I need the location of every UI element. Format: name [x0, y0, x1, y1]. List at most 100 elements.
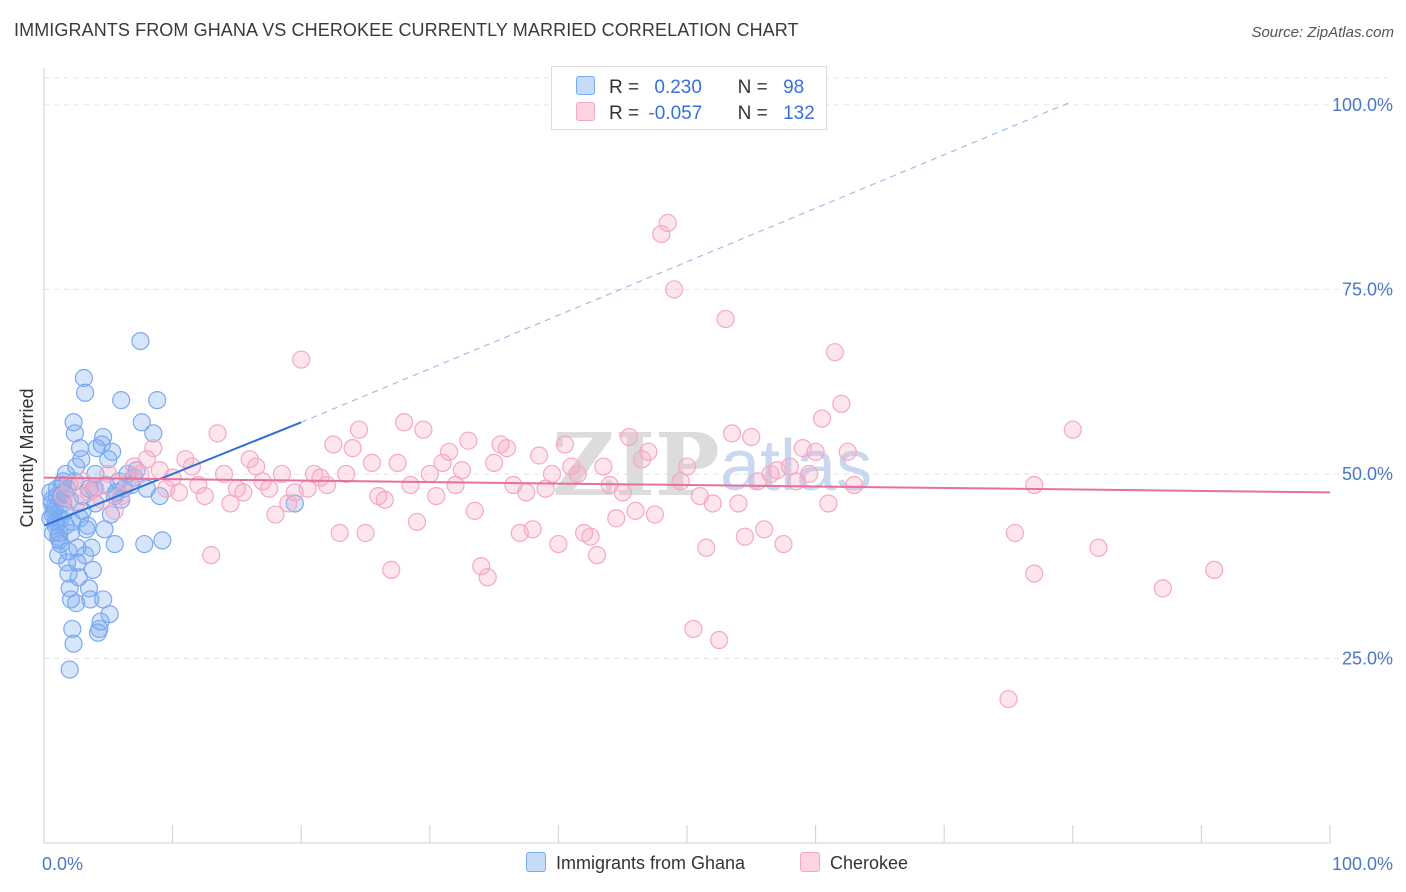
legend-r-label: R = — [609, 77, 640, 98]
cherokee-point — [279, 494, 298, 513]
bottom-legend-cherokee: Cherokee — [800, 852, 908, 874]
cherokee-point — [452, 461, 472, 480]
ghana-point — [112, 391, 131, 410]
ghana-point — [64, 634, 83, 653]
cherokee-point — [645, 505, 664, 524]
ghana-point — [68, 553, 87, 572]
chart-title: IMMIGRANTS FROM GHANA VS CHEROKEE CURREN… — [14, 20, 799, 40]
ghana-point — [76, 546, 95, 565]
cherokee-point — [677, 457, 697, 476]
cherokee-point — [549, 534, 568, 554]
cherokee-point — [407, 512, 427, 532]
cherokee-point — [330, 523, 349, 543]
legend-row-ghana: R = 0.230 N = 98 — [576, 76, 804, 100]
cherokee-point — [86, 479, 105, 498]
cherokee-point — [311, 468, 330, 487]
bottom-legend-swatch-ghana — [526, 852, 546, 872]
ghana-point — [135, 534, 154, 554]
cherokee-point — [607, 509, 626, 528]
y-tick-label: 25.0% — [1342, 648, 1393, 668]
cherokee-point — [485, 453, 504, 472]
ghana-point — [148, 391, 167, 410]
cherokee-point — [838, 442, 857, 461]
ghana-point — [67, 594, 86, 613]
cherokee-point — [845, 475, 864, 495]
ghana-trend-line — [43, 421, 302, 527]
cherokee-point — [169, 483, 189, 502]
cherokee-point — [613, 483, 632, 502]
ghana-point — [131, 331, 150, 351]
cherokee-point — [324, 435, 343, 454]
cherokee-point — [99, 464, 118, 484]
cherokee-point — [208, 424, 227, 443]
cherokee-point — [806, 442, 825, 461]
ghana-point — [83, 560, 102, 580]
cherokee-point — [1005, 523, 1025, 543]
cherokee-point — [632, 450, 652, 469]
cherokee-point — [620, 427, 639, 447]
legend-n-value-cherokee: 132 — [783, 103, 815, 124]
cherokee-point — [292, 350, 311, 369]
cherokee-point — [459, 431, 478, 450]
cherokee-point — [1205, 560, 1224, 580]
legend-r-value-cherokee: -0.057 — [648, 103, 703, 124]
cherokee-point — [1153, 579, 1172, 598]
cherokee-point — [703, 494, 722, 513]
cherokee-point — [594, 457, 613, 476]
cherokee-point — [272, 464, 292, 484]
cherokee-point — [652, 224, 671, 244]
y-tick-label: 100.0% — [1332, 95, 1393, 115]
ghana-point — [74, 368, 93, 388]
cherokee-point — [568, 464, 587, 484]
ghana-trend-extension — [300, 100, 1074, 423]
ghana-point — [76, 383, 95, 402]
ghana-point — [94, 427, 113, 447]
y-tick-label: 75.0% — [1342, 279, 1393, 299]
cherokee-point — [774, 534, 793, 554]
cherokee-point — [195, 486, 214, 506]
cherokee-point — [658, 213, 677, 233]
cherokee-trend-line — [43, 476, 1331, 494]
cherokee-point — [214, 464, 234, 484]
legend-n-label: N = — [737, 77, 768, 98]
cherokee-point — [523, 520, 542, 539]
cherokee-point — [427, 486, 446, 506]
cherokee-point — [1025, 475, 1044, 495]
y-tick-label: 50.0% — [1342, 464, 1393, 484]
cherokee-point — [266, 505, 285, 524]
ghana-point — [72, 450, 91, 469]
grid-lines — [44, 77, 1392, 659]
trend-lines — [43, 100, 1331, 527]
ghana-point — [68, 538, 87, 557]
cherokee-point — [626, 501, 645, 520]
cherokee-point — [639, 442, 658, 461]
cherokee-point — [729, 494, 748, 513]
ghana-point — [69, 568, 88, 587]
legend-box: R = 0.230 N = 98 R = -0.057 N = 132 — [551, 66, 827, 130]
ghana-point — [150, 486, 169, 506]
cherokee-point — [317, 475, 337, 495]
cherokee-point — [362, 453, 382, 472]
cherokee-point — [555, 435, 574, 454]
cherokee-point — [137, 450, 156, 469]
ghana-point — [144, 424, 163, 443]
cherokee-point — [356, 523, 375, 543]
cherokee-point — [832, 394, 851, 413]
cherokee-point — [401, 475, 420, 495]
cherokee-point — [234, 483, 253, 502]
cherokee-point — [800, 464, 819, 484]
legend-r-label: R = — [609, 103, 640, 124]
cherokee-point — [388, 453, 407, 472]
cherokee-point — [697, 538, 716, 557]
x-tick-label: 0.0% — [42, 854, 83, 874]
legend-swatch-ghana — [576, 76, 595, 95]
cherokee-point — [382, 560, 401, 580]
cherokee-point — [665, 280, 684, 299]
bottom-legend-label-cherokee: Cherokee — [830, 853, 909, 873]
ghana-point — [82, 538, 101, 557]
legend-swatch-cherokee — [576, 102, 595, 121]
cherokee-point — [735, 527, 754, 546]
cherokee-point — [439, 442, 459, 461]
ghana-point — [105, 534, 124, 554]
